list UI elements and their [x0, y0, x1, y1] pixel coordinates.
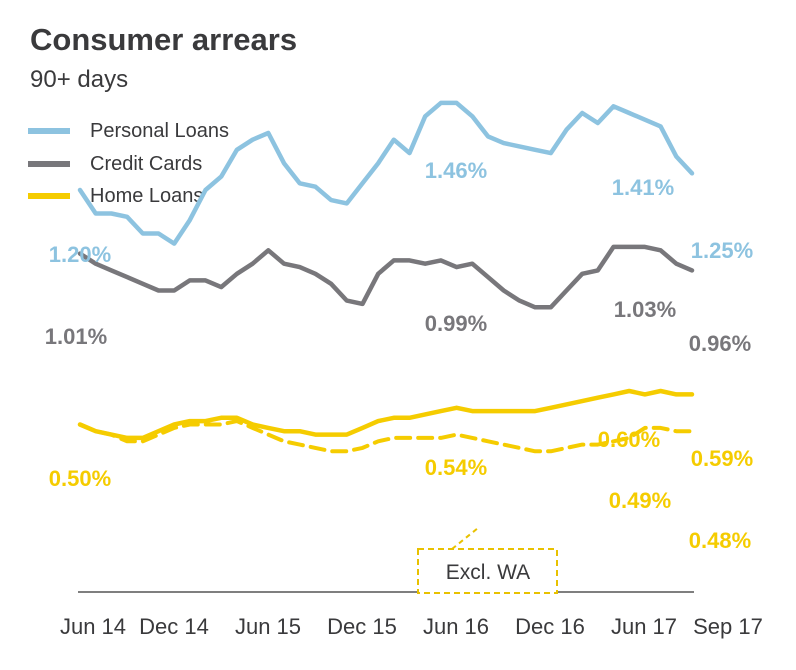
data-label-excl-wa-jun17: 0.49%: [609, 488, 671, 513]
series-line-home-loans: [77, 388, 695, 441]
data-label-credit-cards-jun16: 0.99%: [425, 311, 487, 336]
legend-item-credit-cards: Credit Cards: [28, 151, 202, 177]
series-line-credit-cards: [77, 244, 695, 310]
legend-swatch-personal-loans: [28, 128, 70, 134]
x-tick-label: Dec 15: [327, 614, 397, 639]
annotation-box: [417, 548, 558, 594]
data-label-credit-cards-start: 1.01%: [45, 324, 107, 349]
legend-swatch-home-loans: [28, 193, 70, 199]
data-label-personal-loans-jun17: 1.41%: [612, 175, 674, 200]
x-tick-label: Jun 14: [60, 614, 126, 639]
data-label-home-loans-end: 0.59%: [691, 446, 753, 471]
data-label-home-loans-start: 0.50%: [49, 466, 111, 491]
x-tick-label: Sep 17: [693, 614, 763, 639]
series-line-personal-loans: [77, 100, 695, 246]
legend-label-credit-cards: Credit Cards: [90, 152, 203, 175]
annotation-leader-line: [451, 527, 479, 550]
data-label-home-loans-jun17: 0.60%: [598, 427, 660, 452]
x-tick-label: Jun 17: [611, 614, 677, 639]
legend-item-personal-loans: Personal Loans: [28, 118, 229, 144]
annotation-label: Excl. WA: [446, 561, 530, 584]
legend-label-personal-loans: Personal Loans: [90, 119, 229, 142]
legend-item-home-loans: Home Loans: [28, 183, 203, 209]
chart-title: Consumer arrears: [30, 22, 298, 57]
x-tick-label: Dec 16: [515, 614, 585, 639]
data-label-home-loans-jun16: 0.54%: [425, 455, 487, 480]
data-label-personal-loans-jun16: 1.46%: [425, 158, 487, 183]
chart-subtitle: 90+ days: [30, 66, 129, 93]
data-label-personal-loans-start: 1.20%: [49, 242, 111, 267]
data-label-credit-cards-jun17: 1.03%: [614, 297, 676, 322]
data-label-credit-cards-end: 0.96%: [689, 331, 751, 356]
legend-swatch-credit-cards: [28, 161, 70, 167]
x-tick-label: Jun 16: [423, 614, 489, 639]
series-line-excl-wa: [78, 419, 694, 454]
x-tick-label: Jun 15: [235, 614, 301, 639]
legend-label-home-loans: Home Loans: [90, 184, 204, 207]
data-label-excl-wa-end: 0.48%: [689, 528, 751, 553]
x-tick-label: Dec 14: [139, 614, 209, 639]
data-label-personal-loans-end: 1.25%: [691, 238, 753, 263]
